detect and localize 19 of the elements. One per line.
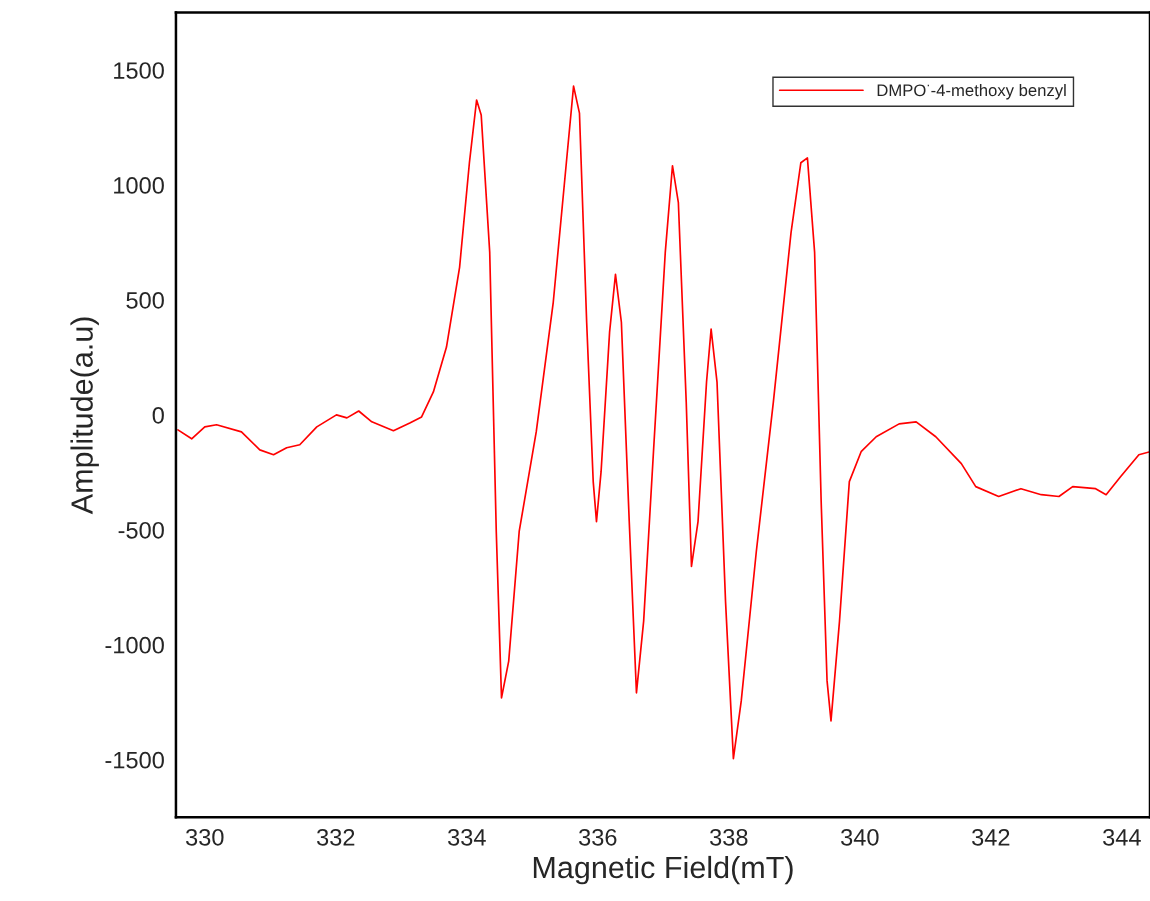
y-tick-label: 1500 bbox=[114, 62, 164, 79]
y-axis-title: Amplitude(a.u) bbox=[70, 317, 99, 515]
x-tick-label: 334 bbox=[447, 828, 486, 846]
y-tick-label: -1500 bbox=[105, 751, 164, 769]
y-tick-label: 0 bbox=[152, 406, 164, 424]
y-tick-label: -1000 bbox=[105, 636, 164, 654]
x-tick-label: 342 bbox=[972, 828, 1010, 846]
x-tick-label: 336 bbox=[579, 828, 617, 846]
y-tick-label: -500 bbox=[118, 521, 164, 539]
x-tick-label: 330 bbox=[185, 828, 224, 846]
y-tick-label: 500 bbox=[126, 292, 164, 309]
line-series bbox=[177, 85, 1150, 760]
x-axis-title: Magnetic Field(mT) bbox=[533, 855, 793, 885]
x-tick-label: 344 bbox=[1103, 828, 1141, 846]
x-tick-label: 332 bbox=[316, 828, 355, 846]
y-tick-label: 1000 bbox=[114, 177, 164, 194]
legend-label: DMPO$^{·}$-4-methoxy benzyl bbox=[877, 83, 1066, 100]
x-tick-label: 338 bbox=[710, 828, 748, 846]
x-tick-label: 340 bbox=[841, 828, 879, 846]
